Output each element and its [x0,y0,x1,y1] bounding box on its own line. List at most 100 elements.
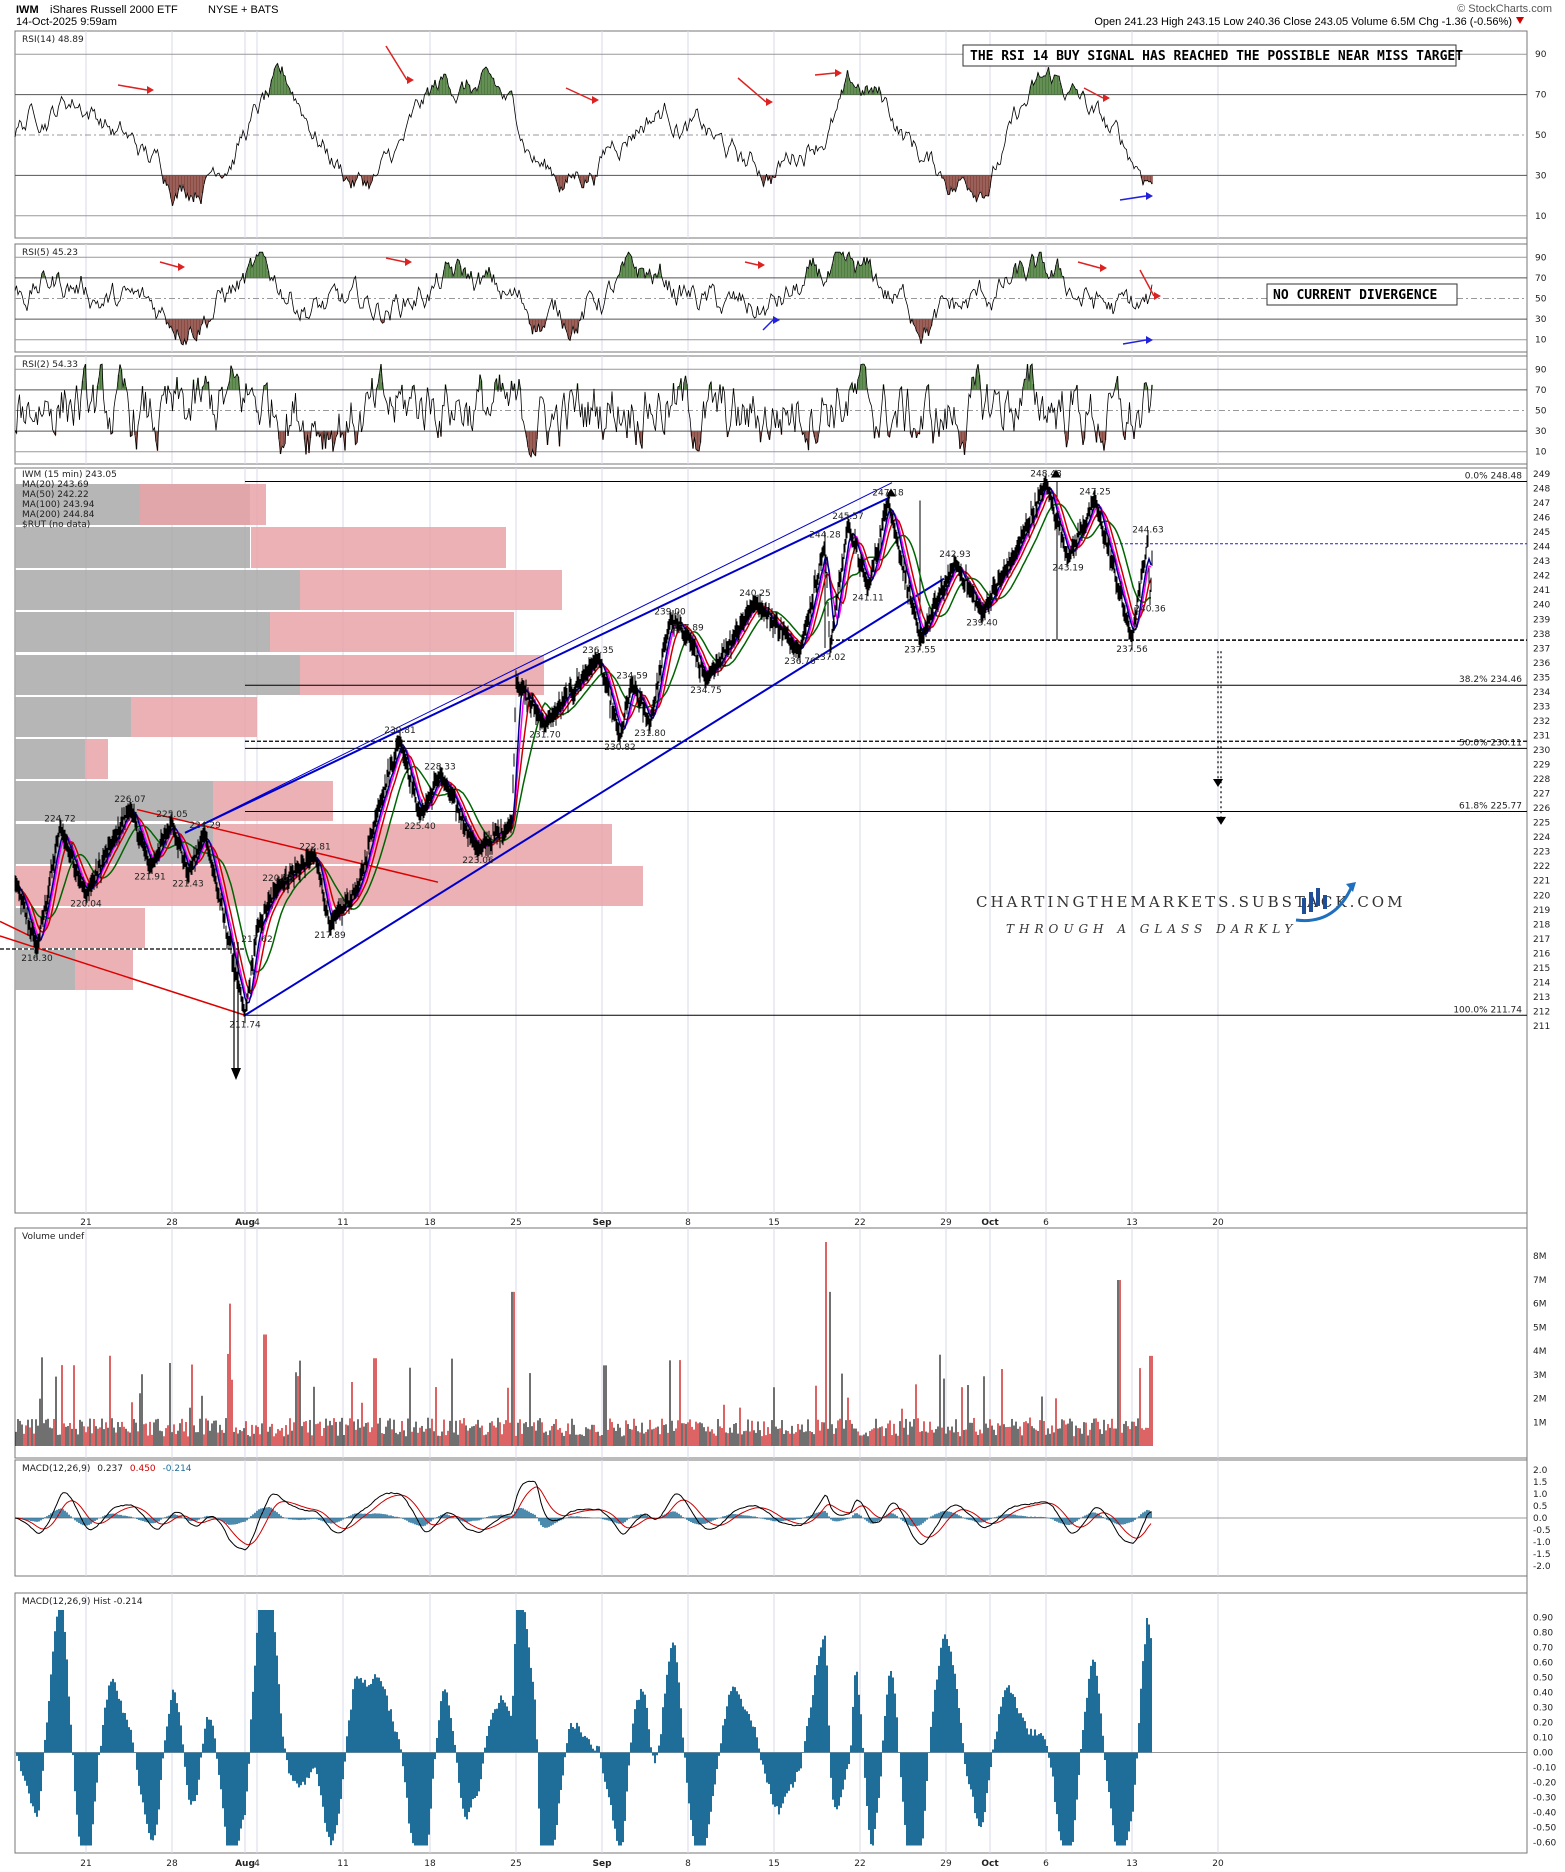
x-axis-label-bottom: 11 [337,1859,348,1869]
hist-tick: 0.10 [1533,1734,1553,1744]
price-tick: 245 [1533,528,1550,538]
volume-tick: 3M [1533,1371,1547,1381]
vbp-up-bar [140,484,266,525]
divergence-line [117,84,148,91]
price-point-label: 211.74 [229,1020,261,1030]
price-point-label: 231.70 [529,730,561,740]
price-point-label: 236.35 [582,646,614,656]
price-point-label: 237.02 [814,653,846,663]
x-axis-label-bottom: Aug [235,1859,255,1869]
price-point-label: 244.28 [809,531,841,541]
price-tick: 234 [1533,688,1550,698]
divergence-line [385,45,408,81]
price-tick: 238 [1533,630,1550,640]
vbp-up-bar [270,612,514,652]
arrowhead-icon [1146,336,1153,344]
rsi14-annotation-text: THE RSI 14 BUY SIGNAL HAS REACHED THE PO… [970,49,1463,64]
volume-tick: 6M [1533,1300,1547,1310]
price-tick: 217 [1533,935,1550,945]
price-point-label: 225.40 [404,822,436,832]
x-axis-label: 6 [1043,1218,1049,1228]
volume-panel: 8M 7M 6M 5M 4M 3M 2M 1M [15,1242,1547,1446]
price-tick: 243 [1533,557,1550,567]
price-point-label: 224.29 [189,821,221,831]
price-tick: 231 [1533,731,1550,741]
price-point-label: 236.76 [784,657,816,667]
macd-tick: 0.0 [1533,1514,1548,1524]
price-point-label: 224.72 [44,815,76,825]
divergence-line [1122,339,1147,345]
arrowhead-icon [758,261,765,269]
volume-tick: 1M [1533,1418,1547,1428]
arrowhead-icon [147,86,154,94]
arrowhead-icon [835,69,842,77]
rsi5-annotation: NO CURRENT DIVERGENCE [1266,283,1458,306]
macd-panel: 2.0 1.5 1.0 0.5 0.0 -0.5 -1.0 -1.5 -2.0 [14,1466,1551,1572]
level-tick: 30 [1535,315,1547,325]
signal-value: 0.450 [130,1464,156,1474]
x-axis-label-bottom: 18 [424,1859,436,1869]
arrowhead-icon [766,98,773,106]
price-tick: 230 [1533,746,1550,756]
hist-tick: -0.60 [1533,1839,1557,1849]
macd-tick: -1.5 [1533,1550,1551,1560]
symbol: IWM [16,4,39,16]
macd-label-prefix: MACD(12,26,9) [22,1464,90,1474]
rsi14-line [14,62,1153,206]
price-tick: 223 [1533,848,1550,858]
vbp-down-bar [15,570,300,610]
legend-item: MA(100) 243.94 [22,500,95,510]
price-point-label: 217.62 [241,935,273,945]
arrowhead-icon [405,258,412,266]
price-point-label: 220.04 [70,900,102,910]
vbp-down-bar [15,527,250,568]
level-tick: 10 [1535,336,1547,346]
vbp-up-bar [300,655,544,695]
macd-tick: -1.0 [1533,1538,1551,1548]
macd-tick: -0.5 [1533,1526,1551,1536]
x-axis-label-bottom: Oct [981,1859,999,1869]
price-point-label: 248.48 [1030,470,1062,480]
level-tick: 10 [1535,448,1547,458]
divergence-line [737,77,767,103]
hist-tick: 0.60 [1533,1659,1553,1669]
level-tick: 90 [1535,50,1547,60]
price-tick: 219 [1533,906,1550,916]
price-tick: 248 [1533,485,1550,495]
chart-header: IWM iShares Russell 2000 ETF NYSE + BATS… [16,3,1552,28]
x-axis-label-bottom: 8 [685,1859,691,1869]
vbp-up-bar [300,570,562,610]
hist-tick: 0.50 [1533,1674,1553,1684]
level-tick: 30 [1535,171,1547,181]
down-triangle-icon [1516,17,1524,24]
price-tick: 227 [1533,790,1550,800]
hist-tick: -0.30 [1533,1794,1557,1804]
price-tick: 218 [1533,920,1550,930]
x-axis-label: 8 [685,1218,691,1228]
vbp-down-bar [15,781,213,821]
x-axis-label-bottom: 15 [768,1859,779,1869]
vbp-down-bar [15,739,85,779]
price-point-label: 241.11 [852,594,884,604]
x-axis-label-bottom: 6 [1043,1859,1049,1869]
level-tick: 90 [1535,253,1547,263]
price-point-label: 220.63 [262,874,294,884]
x-axis-label: 11 [337,1218,348,1228]
red-trendline [136,808,439,883]
exchange: NYSE + BATS [208,4,278,16]
volume-label: Volume undef [22,1232,85,1242]
volume-tick: 7M [1533,1276,1547,1286]
x-axis-label: 29 [940,1218,952,1228]
divergence-line [762,319,774,331]
arrowhead-icon [407,76,414,84]
price-point-label: 226.07 [114,795,146,805]
hist-tick: 0.40 [1533,1689,1553,1699]
hist-tick: 0.00 [1533,1749,1553,1759]
price-tick: 221 [1533,877,1550,887]
x-axis-label: Sep [592,1218,612,1228]
macd-line [14,1480,1152,1551]
hist-tick: -0.20 [1533,1779,1557,1789]
vbp-down-bar [15,655,300,695]
x-axis-label: 18 [424,1218,436,1228]
rsi2-line [14,363,1153,458]
